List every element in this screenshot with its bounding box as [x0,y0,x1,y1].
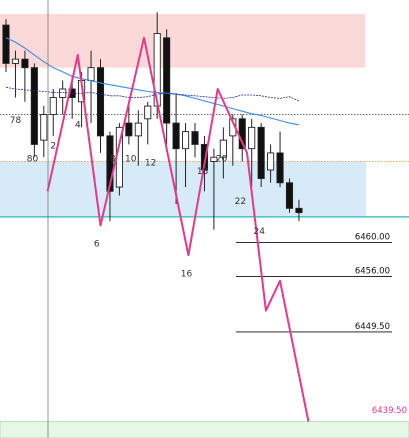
wave-label: 78 [10,116,22,126]
candle-down [172,122,180,150]
candle-down [276,152,284,184]
moving-averages [5,37,300,126]
candle-down [2,24,10,64]
candle-up [134,122,142,137]
candle-down [125,122,133,137]
wave-label: 6 [94,240,100,250]
wave-label: 22 [235,197,246,207]
zigzag-line [46,36,310,422]
candle-up [181,131,190,150]
candle-down [30,67,38,145]
wave-label: 20 [216,154,228,164]
candle-down [257,126,265,179]
target-label: 6456.00 [355,267,390,277]
candle-up [210,156,218,162]
target-label: 6460.00 [355,232,390,242]
wave-label: 4 [75,120,81,130]
zones [0,13,409,438]
candle-up [219,139,227,158]
ma-blue-line [5,37,299,126]
final-target-label: 6439.50 [372,406,407,416]
zigzag-projection [46,36,310,422]
candle-down [200,143,209,171]
wave-label: 16 [181,270,193,280]
candle-down [96,67,105,137]
wave-label: 10 [125,154,137,164]
support-zone [0,161,366,217]
candle-up [40,114,48,141]
resistance-zone [0,13,365,68]
candle-down [21,58,29,69]
wave-label: 18 [197,167,209,177]
candle-up [11,58,20,64]
wave-label: 8 [110,154,116,164]
candle-up [59,88,67,98]
candle-down [191,131,199,145]
candle-up [144,105,152,120]
candle-down [295,207,303,214]
candle-down [106,135,114,192]
candle-up [267,152,275,171]
candle-up [87,67,95,81]
wave-label: 12 [145,159,156,169]
target-label: 6449.50 [355,322,390,332]
wave-label: 80 [27,154,39,164]
candle-up [49,97,57,116]
candle-down [285,182,294,209]
candle-up [248,126,256,150]
wave-label: 24 [254,227,266,237]
wave-label: 2 [50,142,56,152]
ma-navy-line [5,86,300,102]
candle-down [163,37,171,124]
bottom-zone [0,421,409,438]
candles [2,12,303,230]
